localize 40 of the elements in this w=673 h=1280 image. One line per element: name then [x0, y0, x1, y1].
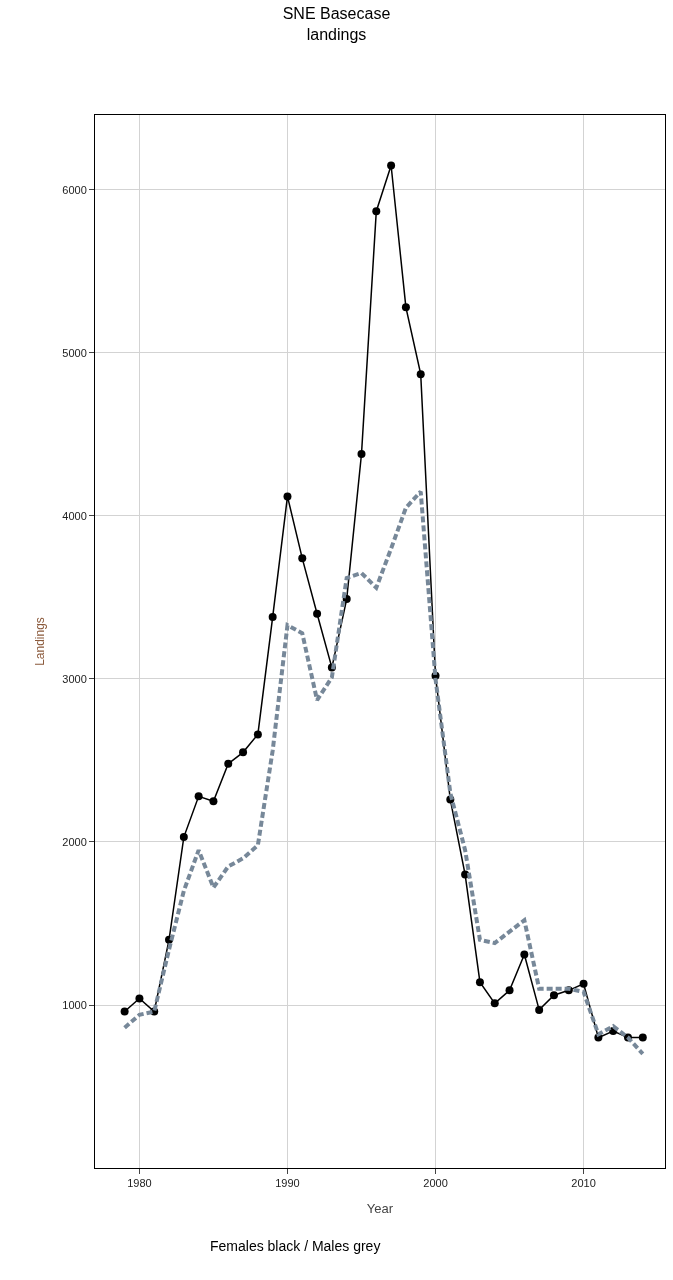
x-axis-title: Year	[366, 1200, 394, 1216]
x-tick-label: 2010	[571, 1177, 596, 1190]
point	[401, 303, 410, 312]
point	[416, 370, 425, 379]
point	[638, 1033, 647, 1042]
point	[239, 748, 248, 757]
point	[372, 207, 381, 216]
point	[209, 797, 218, 806]
point	[283, 492, 292, 501]
text: Females black / Males grey	[210, 1238, 381, 1254]
point	[253, 730, 262, 739]
y-tick-label: 3000	[62, 672, 87, 685]
y-tick-label: 4000	[62, 509, 87, 522]
y-tick-label: 2000	[62, 835, 87, 848]
point	[268, 613, 277, 622]
chart-title: SNE Basecase landings	[282, 5, 391, 43]
x-tick-label: 1990	[275, 1177, 300, 1190]
point	[520, 950, 529, 959]
point	[357, 450, 366, 459]
point	[298, 554, 307, 563]
point	[179, 833, 188, 842]
y-tick-label: 1000	[62, 998, 87, 1011]
point	[549, 991, 558, 1000]
point	[475, 978, 484, 987]
point	[579, 979, 588, 988]
point	[313, 609, 322, 618]
x-tick-label: 1980	[127, 1177, 152, 1190]
y-tick-label: 5000	[62, 346, 87, 359]
line-series	[122, 489, 645, 1056]
point	[135, 994, 144, 1003]
point	[535, 1005, 544, 1014]
y-tick-label: 6000	[62, 183, 87, 196]
x-tick-label: 2000	[423, 1177, 448, 1190]
y-axis-title: Landings	[32, 617, 47, 666]
point	[387, 161, 396, 170]
point	[224, 759, 233, 768]
point	[505, 986, 514, 995]
point	[490, 999, 499, 1008]
point	[194, 792, 203, 801]
point	[120, 1007, 129, 1016]
